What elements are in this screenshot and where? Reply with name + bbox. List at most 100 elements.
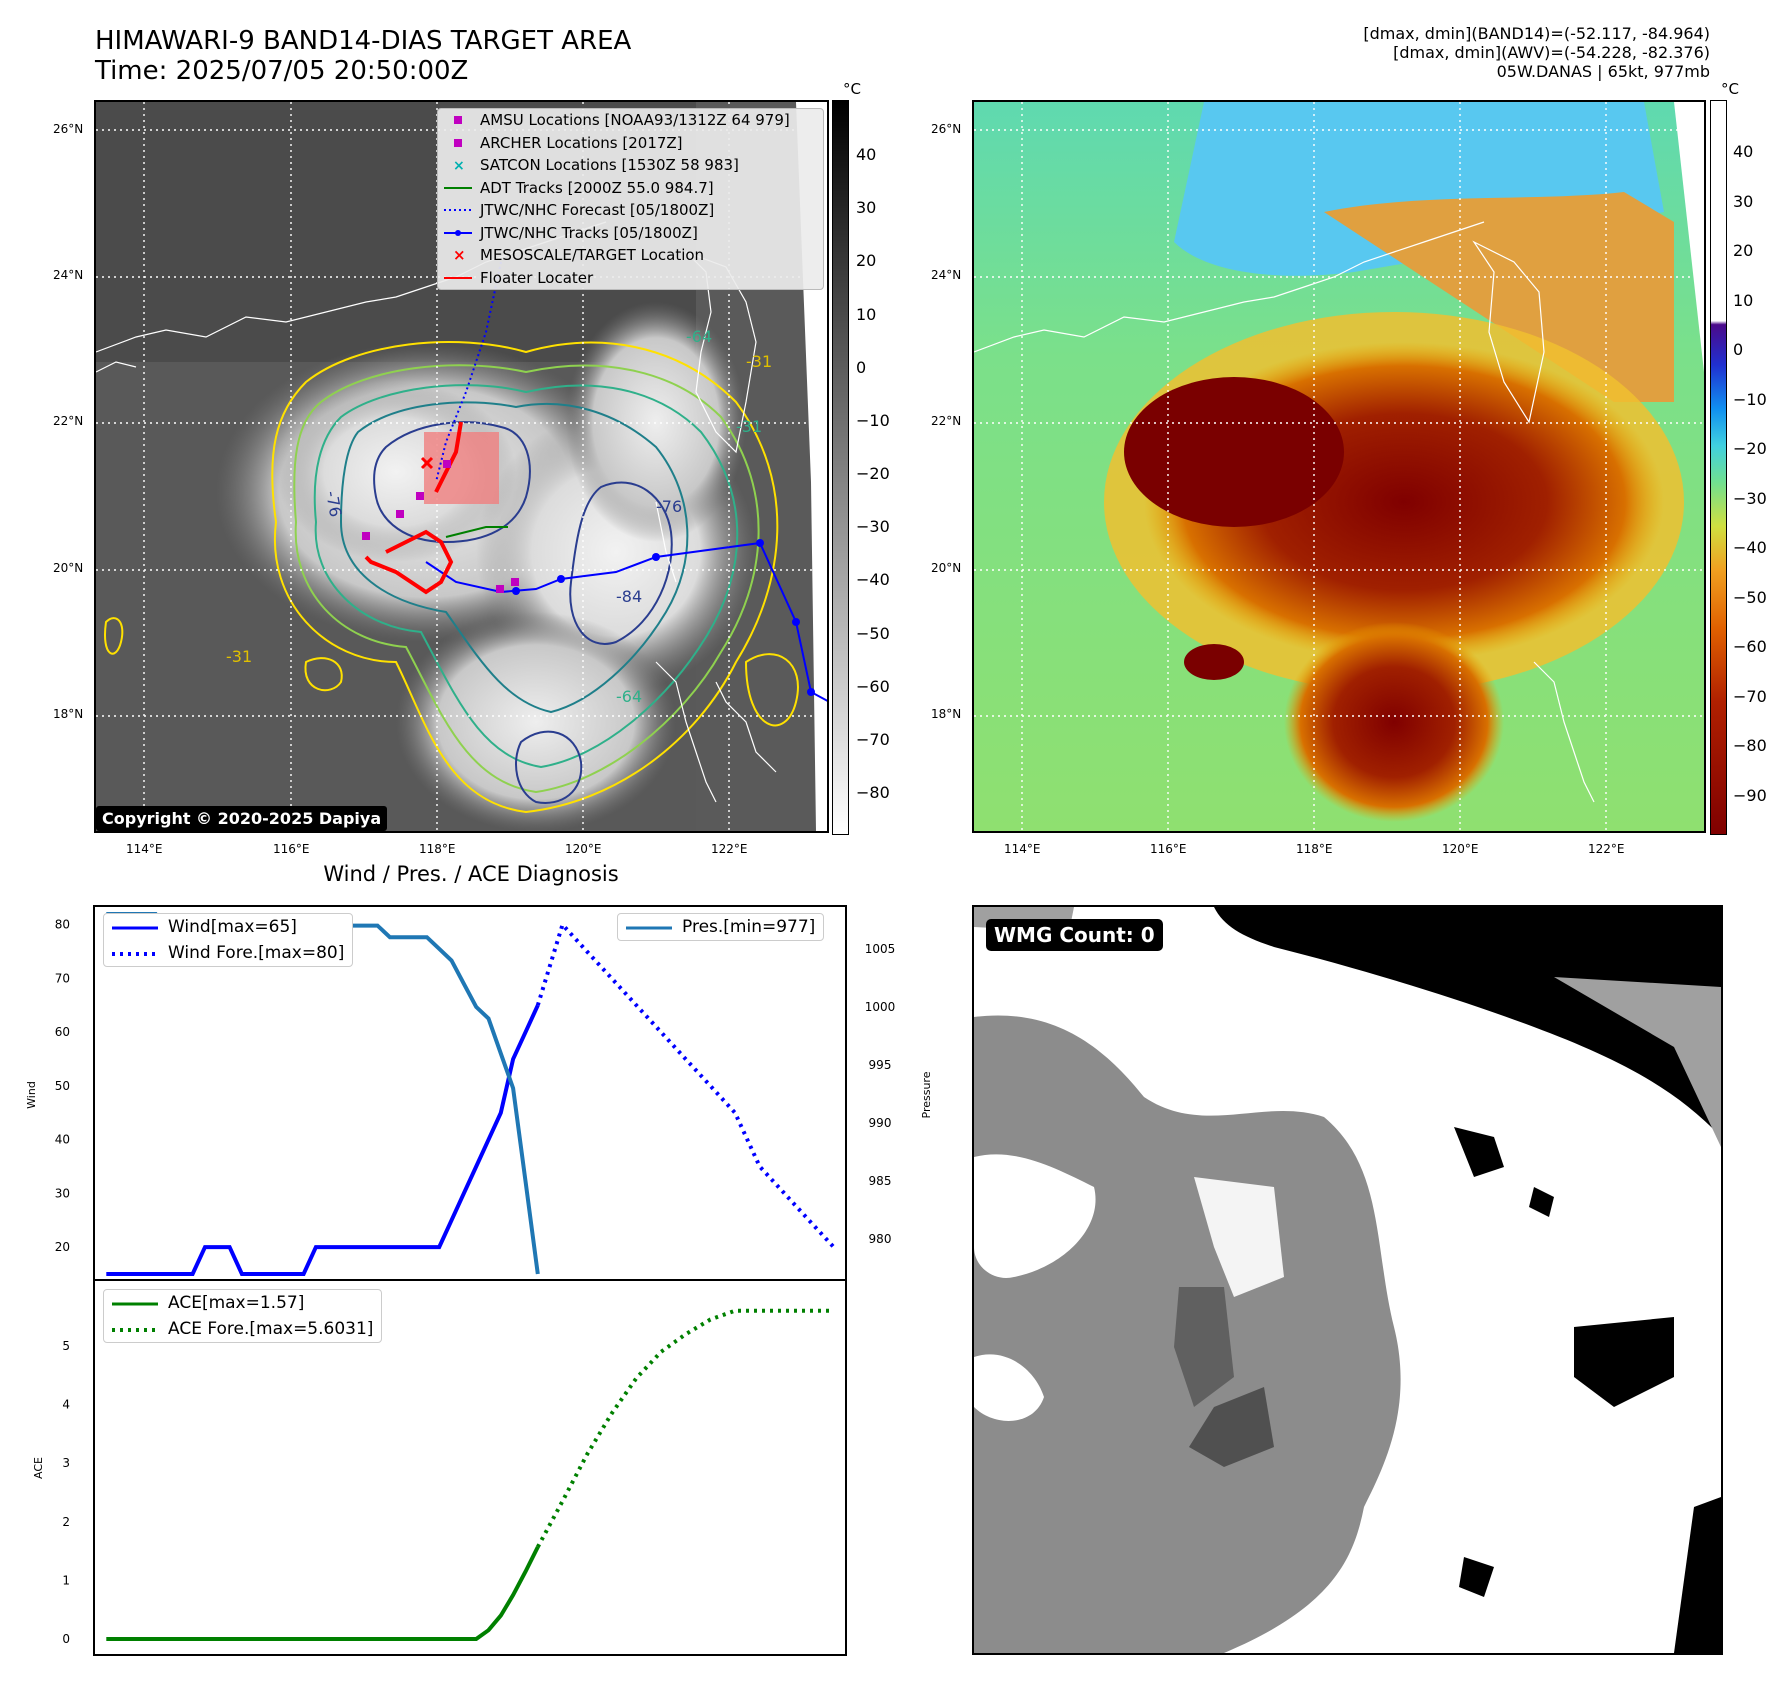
wmg-panel: WMG Count: 0 [972, 905, 1723, 1655]
awv-colorbar-unit: °C [1721, 80, 1739, 98]
ace-tick-label: 4 [62, 1398, 70, 1412]
colorbar-tick-label: −30 [856, 517, 890, 537]
colorbar-tick-label: 30 [856, 198, 877, 218]
ace-legend: ACE[max=1.57] ACE Fore.[max=5.6031] [103, 1289, 383, 1343]
wind-legend: Wind[max=65] Wind Fore.[max=80] [103, 913, 354, 967]
pressure-tick-label: 985 [869, 1174, 892, 1188]
contour-label: -31 [736, 417, 762, 436]
ace-tick-label: 2 [62, 1515, 70, 1529]
ir-colorbar [832, 100, 849, 835]
lon-label: 122°E [711, 842, 748, 856]
colorbar-tick-label: 40 [856, 145, 877, 164]
legend-entry: Pres.[min=977] [618, 914, 823, 940]
contour-label: -64 [616, 687, 642, 706]
dotted-line-swatch [112, 946, 158, 960]
contour-label: -76 [656, 497, 682, 516]
wmg-count-label: WMG Count: 0 [986, 919, 1163, 951]
colorbar-tick-label: −20 [1733, 439, 1767, 459]
wind-tick-label: 20 [55, 1240, 70, 1254]
colorbar-tick-label: 40 [1733, 142, 1754, 161]
lat-label: 26°N [931, 122, 962, 136]
series-line [106, 1546, 540, 1641]
diag-chart: Wind Pressure ACE 8070605040302010051000… [25, 905, 933, 1656]
legend-entry: Floater Locater [438, 267, 823, 290]
colorbar-tick-label: −10 [856, 410, 890, 430]
legend-label: ACE Fore.[max=5.6031] [168, 1319, 374, 1339]
wmg-image [974, 907, 1721, 1653]
cross-marker-icon: × [444, 158, 472, 174]
pressure-tick-label: 1005 [865, 942, 896, 956]
wind-tick-label: 50 [55, 1079, 70, 1093]
legend-label: SATCON Locations [1530Z 58 983] [480, 156, 739, 175]
legend-label: AMSU Locations [NOAA93/1312Z 64 979] [480, 111, 790, 130]
lon-label: 114°E [126, 842, 163, 856]
storm-info: [dmax, dmin](BAND14)=(-52.117, -84.964) … [1363, 24, 1710, 81]
colorbar-tick-label: −20 [856, 464, 890, 484]
legend-label: Wind[max=65] [168, 917, 297, 937]
legend-entry: × MESOSCALE/TARGET Location [438, 244, 823, 267]
title-line-2: Time: 2025/07/05 20:50:00Z [95, 56, 469, 86]
contour-label: -84 [616, 587, 642, 606]
colorbar-tick-label: −80 [856, 783, 890, 803]
colorbar-tick-label: −60 [1733, 637, 1767, 657]
pressure-tick-label: 990 [869, 1116, 892, 1130]
legend-label: Pres.[min=977] [682, 917, 816, 937]
svg-text:×: × [453, 248, 466, 262]
series-line [106, 1004, 540, 1276]
wind-tick-label: 40 [55, 1133, 70, 1147]
lon-label: 118°E [419, 842, 456, 856]
legend-entry: × SATCON Locations [1530Z 58 983] [438, 154, 823, 177]
lat-label: 22°N [931, 414, 962, 428]
square-marker-icon [444, 113, 472, 127]
ace-tick-label: 3 [62, 1456, 70, 1470]
colorbar-tick-label: −10 [1733, 389, 1767, 409]
legend-label: ACE[max=1.57] [168, 1293, 305, 1313]
colorbar-tick-label: −40 [1733, 538, 1767, 558]
line-marker-icon [444, 271, 472, 285]
wind-tick-label: 60 [55, 1025, 70, 1039]
awv-colorbar [1710, 100, 1727, 835]
wind-tick-label: 70 [55, 971, 70, 985]
storm-summary: 05W.DANAS | 65kt, 977mb [1496, 62, 1710, 81]
pressure-ylabel: Pressure [920, 1071, 933, 1118]
contour-label: -31 [226, 647, 252, 666]
awv-map-panel [972, 100, 1706, 833]
line-marker-icon [444, 181, 472, 195]
solid-line-swatch [626, 920, 672, 934]
contour-label: -76 [322, 489, 345, 518]
lon-label: 116°E [1150, 842, 1187, 856]
lat-label: 24°N [53, 268, 84, 282]
x-marker-icon: × [444, 246, 472, 264]
colorbar-tick-label: 0 [1733, 340, 1744, 360]
legend-label: Wind Fore.[max=80] [168, 943, 345, 963]
colorbar-tick-label: −40 [856, 570, 890, 590]
series-line [535, 920, 836, 1249]
lon-label: 114°E [1004, 842, 1041, 856]
awv-satellite-image [974, 102, 1704, 831]
lat-label: 20°N [931, 561, 962, 575]
wind-tick-label: 80 [55, 918, 70, 932]
svg-text:×: × [453, 158, 465, 172]
dmax-band14: [dmax, dmin](BAND14)=(-52.117, -84.964) [1363, 24, 1710, 43]
colorbar-tick-label: −50 [1733, 587, 1767, 607]
lat-label: 22°N [53, 414, 84, 428]
lat-label: 18°N [931, 707, 962, 721]
legend-entry: Wind Fore.[max=80] [104, 940, 352, 966]
ace-ylabel: ACE [32, 1457, 45, 1479]
lon-label: 122°E [1588, 842, 1625, 856]
dmax-awv: [dmax, dmin](AWV)=(-54.228, -82.376) [1393, 43, 1710, 62]
diag-title: Wind / Pres. / ACE Diagnosis [323, 862, 619, 886]
colorbar-tick-label: 20 [856, 251, 877, 271]
legend-entry: Wind[max=65] [104, 914, 352, 940]
dotted-marker-icon [444, 203, 472, 217]
colorbar-tick-label: −70 [1733, 686, 1767, 706]
map-legend: AMSU Locations [NOAA93/1312Z 64 979] ARCH… [437, 108, 824, 290]
colorbar-tick-label: 0 [856, 357, 867, 377]
legend-label: ARCHER Locations [2017Z] [480, 133, 683, 152]
lat-label: 20°N [53, 561, 84, 575]
dotted-line-swatch [112, 1322, 158, 1336]
ace-tick-label: 0 [62, 1632, 70, 1646]
legend-label: Floater Locater [480, 268, 594, 287]
square-marker-icon [444, 136, 472, 150]
figure-title: HIMAWARI-9 BAND14-DIAS TARGET AREA Time:… [95, 26, 631, 86]
